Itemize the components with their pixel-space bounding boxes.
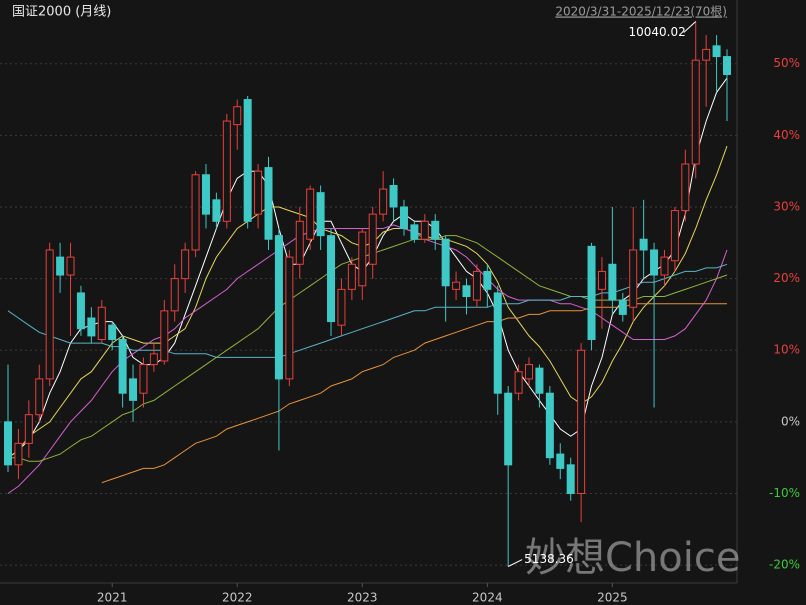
candle-body [462,285,471,298]
candle-body [670,210,679,262]
y-tick-label: 20% [773,271,800,285]
candle-body [712,45,721,58]
candle-body [691,59,700,165]
candle-body [514,371,523,394]
candle-body [337,288,346,326]
candle-body [149,353,158,366]
candle-body [566,464,575,494]
ma-line [7,224,728,494]
candle-body [191,174,200,251]
candle-body [399,206,408,229]
candle-body [650,249,659,276]
candle-body [306,188,315,240]
candle-body [316,192,325,237]
candle-body [254,170,263,215]
candle-body [76,292,85,330]
candle-body [243,99,252,222]
candle-body [97,306,106,340]
candle-body [483,270,492,290]
candle-body [660,256,669,276]
candle-body [181,249,190,280]
candle-body [420,220,429,240]
y-tick-label: -20% [769,558,800,572]
x-tick-label: 2024 [472,591,503,605]
candle-body [108,324,117,340]
candle-body [66,256,75,276]
candle-body [441,238,450,287]
x-tick-label: 2023 [347,591,378,605]
candle-body [368,213,377,265]
candle-body [24,414,33,444]
candle-body [535,367,544,394]
candle-body [379,188,388,215]
candle-body [556,453,565,469]
candle-body [118,338,127,394]
watermark: 妙想Choice [525,535,740,581]
annotation-arrow [507,559,523,567]
candle-body [389,185,398,208]
y-tick-label: -10% [769,486,800,500]
y-tick-label: 0% [781,414,800,428]
candle-body [431,220,440,240]
candle-body [452,281,461,290]
candle-body [504,392,513,466]
candle-body [358,231,367,287]
candle-body [525,364,534,380]
ma-line [7,263,728,358]
candle-body [222,120,231,222]
ma-line [7,145,728,459]
x-tick-label: 2025 [597,591,628,605]
candle-body [629,249,638,308]
x-tick-label: 2021 [97,591,128,605]
candle-body [597,270,606,290]
x-tick-label: 2022 [222,591,253,605]
candle-body [264,167,273,240]
chart-title: 国证2000 (月线) [12,5,111,20]
candle-body [129,378,138,401]
candle-body [681,163,690,212]
candle-body [56,256,65,276]
candle-body [160,310,169,362]
candle-body [139,364,148,394]
candle-body [170,278,179,312]
candle-body [4,421,12,466]
candle-body [212,199,221,222]
annotation: 10040.02 [628,25,685,39]
candle-body [87,317,96,337]
y-tick-label: 50% [773,56,800,70]
candle-body [295,220,304,265]
annotation: 5138.36 [524,552,574,566]
ma-line [8,235,728,462]
date-range[interactable]: 2020/3/31-2025/12/23(70根) [555,5,727,19]
candle-body [327,235,336,323]
candle-body [410,224,419,240]
candle-body [639,238,648,251]
candle-body [201,174,210,215]
candle-body [472,270,481,301]
candle-body [723,56,731,75]
y-tick-label: 40% [773,128,800,142]
candle-body [545,392,554,459]
candle-body [587,245,596,340]
candle-body [702,48,711,61]
candle-body [233,106,242,126]
candle-body [493,292,502,394]
candle-body [45,249,54,380]
candle-body [285,256,294,380]
candle-body [618,299,627,315]
candle-body [347,263,356,290]
y-tick-label: 10% [773,343,800,357]
candle-body [608,263,617,301]
ma-line [7,77,728,459]
candle-body [35,378,44,416]
candle-body [577,349,586,494]
annotation-arrow [683,21,697,33]
candle-body [14,442,23,466]
candle-body [274,235,283,380]
y-tick-label: 30% [773,199,800,213]
